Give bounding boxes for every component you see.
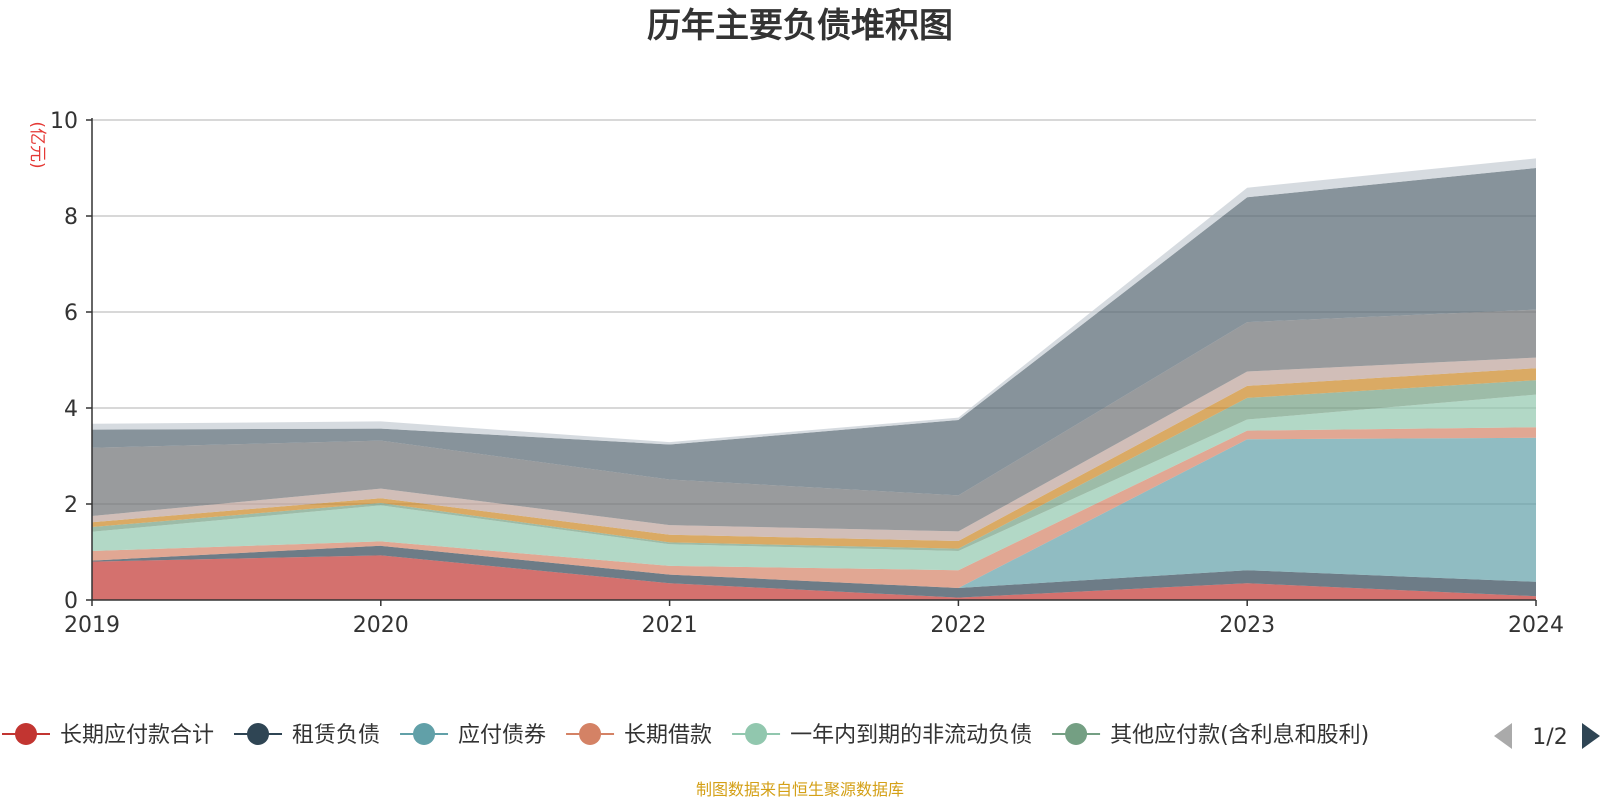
legend-item-3[interactable]: 应付债券 <box>400 723 546 748</box>
legend-label: 应付债券 <box>458 723 546 748</box>
y-tick-label: 2 <box>64 493 78 518</box>
y-tick-label: 4 <box>64 397 78 422</box>
legend-label: 一年内到期的非流动负债 <box>790 723 1032 748</box>
y-tick-label: 10 <box>50 109 78 134</box>
legend-item-5[interactable]: 一年内到期的非流动负债 <box>732 723 1032 748</box>
legend-item-2[interactable]: 租赁负债 <box>234 723 380 748</box>
area-series-8 <box>92 357 1536 541</box>
chart-title: 历年主要负债堆积图 <box>647 6 953 46</box>
legend-marker-icon <box>247 723 270 745</box>
legend-label: 其他应付款(含利息和股利) <box>1110 723 1369 748</box>
axes: 0 2 4 6 8 10 2019 2020 2021 2022 2023 2024 <box>50 109 1564 638</box>
legend-prev-page-icon[interactable] <box>1494 723 1512 749</box>
area-series-3 <box>92 437 1536 588</box>
legend: 长期应付款合计 租赁负债 应付债券 长期借款 一年内到期的非流动负债 其他应付款(含利息和… <box>2 723 1369 748</box>
y-tick-label: 8 <box>64 205 78 230</box>
area-series-5 <box>92 394 1536 571</box>
legend-next-page-icon[interactable] <box>1582 723 1600 749</box>
y-tick-label: 0 <box>64 589 78 614</box>
legend-pager: 1/2 <box>1494 723 1600 750</box>
y-axis-unit: (亿元) <box>27 121 47 168</box>
x-tick-label: 2024 <box>1508 613 1564 638</box>
legend-item-4[interactable]: 长期借款 <box>566 723 712 748</box>
legend-item-6[interactable]: 其他应付款(含利息和股利) <box>1052 723 1369 748</box>
area-series-2 <box>92 545 1536 598</box>
area-series-9 <box>92 309 1536 532</box>
area-series-7 <box>92 368 1536 549</box>
x-tick-label: 2022 <box>930 613 986 638</box>
x-tick-label: 2021 <box>642 613 698 638</box>
legend-page-indicator: 1/2 <box>1532 725 1567 750</box>
area-series-group <box>92 158 1536 600</box>
area-series-1 <box>92 555 1536 600</box>
legend-marker-icon <box>413 723 436 745</box>
area-series-10 <box>92 168 1536 496</box>
legend-item-1[interactable]: 长期应付款合计 <box>2 723 214 748</box>
legend-label: 长期借款 <box>624 723 712 748</box>
x-tick-label: 2023 <box>1219 613 1275 638</box>
legend-marker-icon <box>745 723 768 745</box>
y-tick-label: 6 <box>64 301 78 326</box>
data-source-note: 制图数据来自恒生聚源数据库 <box>696 780 904 799</box>
legend-marker-icon <box>15 723 37 745</box>
legend-label: 租赁负债 <box>292 723 380 748</box>
legend-marker-icon <box>1065 723 1088 745</box>
x-tick-label: 2020 <box>353 613 409 638</box>
area-series-4 <box>92 427 1536 588</box>
x-tick-label: 2019 <box>64 613 120 638</box>
legend-label: 长期应付款合计 <box>60 723 214 748</box>
legend-marker-icon <box>579 723 602 745</box>
area-series-6 <box>92 380 1536 551</box>
